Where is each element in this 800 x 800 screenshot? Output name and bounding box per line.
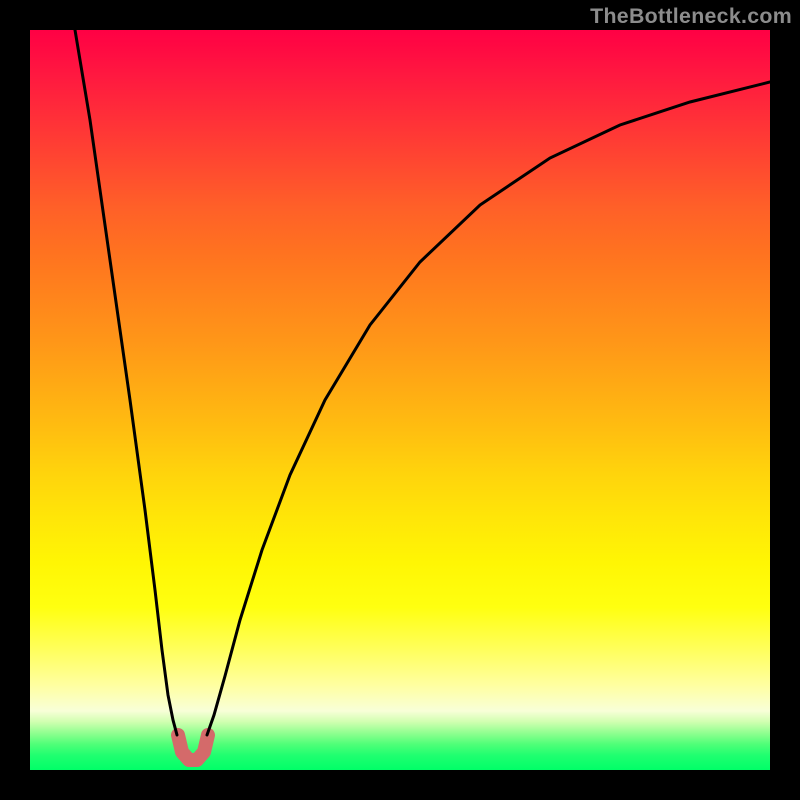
bottleneck-chart-svg [0, 0, 800, 800]
chart-background [30, 30, 770, 770]
watermark-text: TheBottleneck.com [590, 4, 792, 29]
chart-container: TheBottleneck.com [0, 0, 800, 800]
